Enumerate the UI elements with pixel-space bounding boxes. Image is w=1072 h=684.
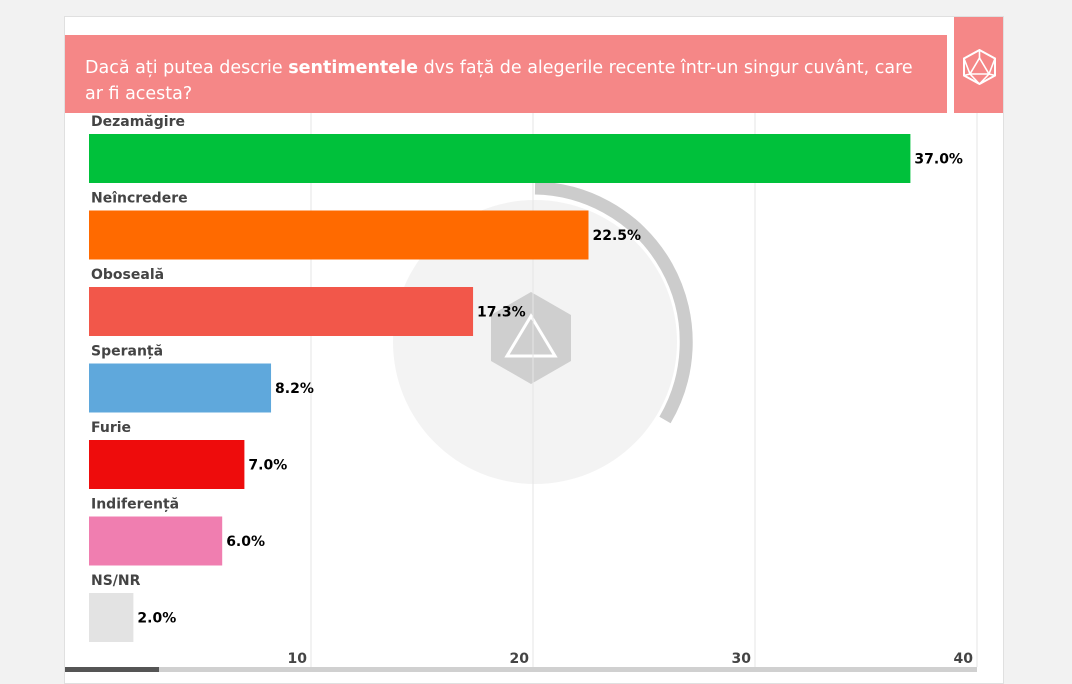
watermark-dice-facet xyxy=(504,313,558,358)
category-label: Indiferență xyxy=(91,497,179,513)
category-label: Oboseală xyxy=(91,267,164,283)
x-tick-label: 10 xyxy=(288,651,308,667)
data-label: 8.2% xyxy=(275,381,314,397)
category-label: Furie xyxy=(91,420,131,436)
data-label: 22.5% xyxy=(593,228,642,244)
x-tick-label: 30 xyxy=(732,651,752,667)
bar[interactable] xyxy=(89,593,134,642)
watermark-dice-icon xyxy=(491,292,571,384)
data-label: 7.0% xyxy=(248,458,287,474)
data-label: 2.0% xyxy=(137,611,176,627)
scrollbar-thumb[interactable] xyxy=(65,667,159,672)
horizontal-scrollbar[interactable] xyxy=(65,667,977,672)
category-label: Neîncredere xyxy=(91,191,188,207)
x-tick-label: 20 xyxy=(510,651,530,667)
data-label: 37.0% xyxy=(914,152,963,168)
bar[interactable] xyxy=(89,440,245,489)
title-text-start: Dacă ați putea descrie xyxy=(85,58,289,78)
bar-chart: 10 20 30 40 Dezamăgire 37.0% Neîncredere 22.5%… xyxy=(89,113,978,667)
data-label: 17.3% xyxy=(477,305,526,321)
x-tick-label: 40 xyxy=(954,651,974,667)
bar[interactable] xyxy=(89,210,589,260)
chart-card: 10 20 30 40 Dezamăgire 37.0% Neîncredere 22.5%… xyxy=(64,16,1004,684)
bar[interactable] xyxy=(89,134,911,183)
bar[interactable] xyxy=(89,363,272,413)
watermark-arc xyxy=(534,181,693,424)
bar[interactable] xyxy=(89,516,223,566)
category-label: Dezamăgire xyxy=(91,114,185,130)
bar[interactable] xyxy=(89,287,474,336)
category-label: Speranță xyxy=(91,344,163,360)
watermark-logo xyxy=(393,181,693,484)
title-text-bold: sentimentele xyxy=(288,58,419,78)
logo-badge xyxy=(954,17,1003,113)
category-label: NS/NR xyxy=(91,573,141,589)
d20-dice-icon xyxy=(963,49,996,85)
title-text-end: dvs față de alegerile recente într-un si… xyxy=(85,58,913,104)
chart-title: Dacă ați putea descrie sentimentele dvs … xyxy=(65,35,947,113)
data-label: 6.0% xyxy=(226,534,265,550)
